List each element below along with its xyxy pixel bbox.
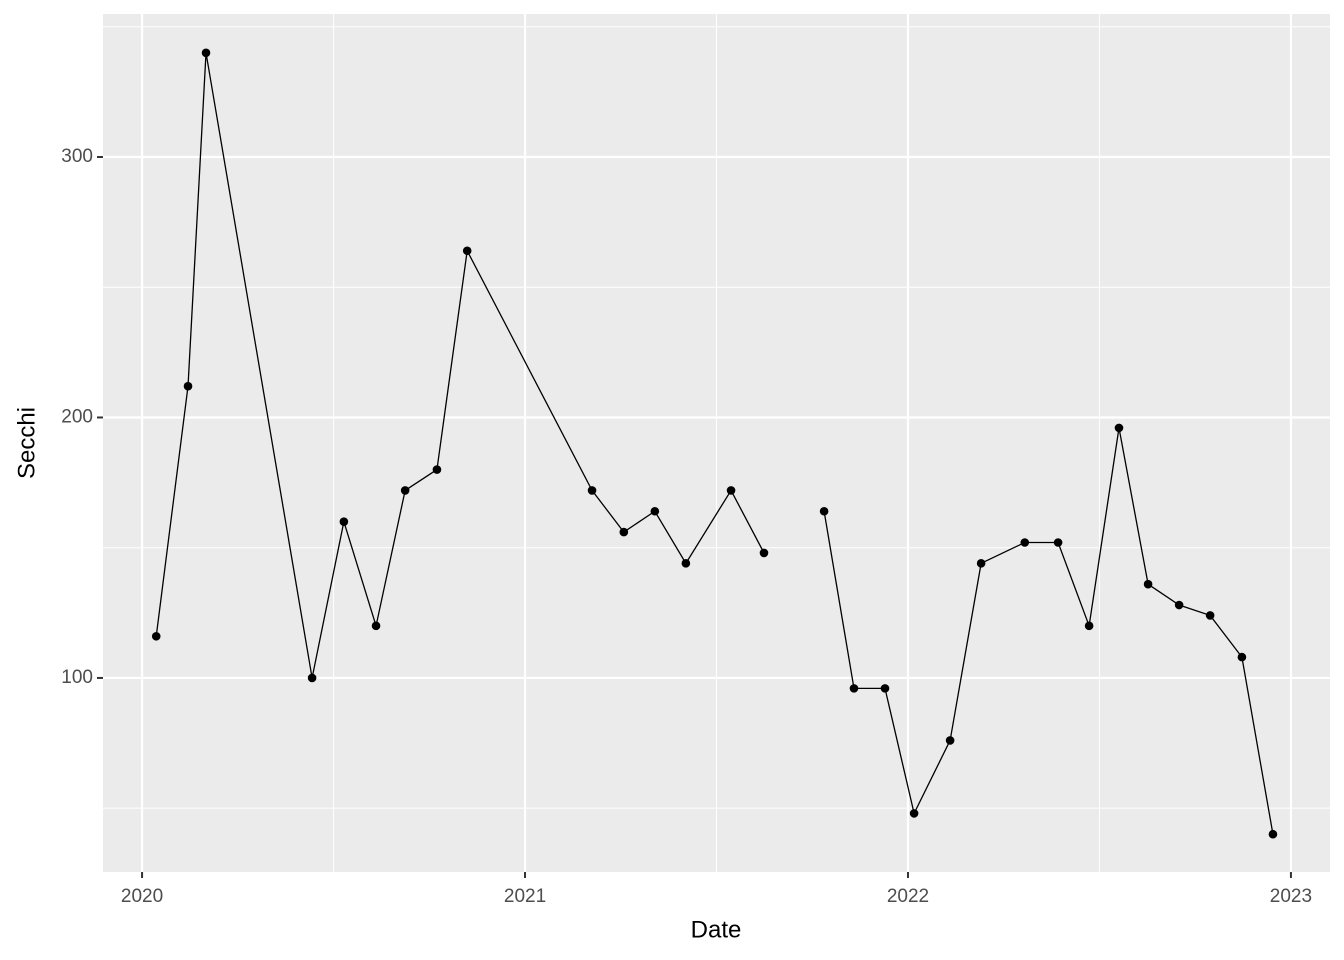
y-axis-title: Secchi [13, 407, 40, 479]
point [339, 517, 349, 526]
point [1174, 600, 1184, 610]
point [681, 559, 691, 568]
point [587, 486, 597, 495]
point [880, 684, 890, 693]
point [1143, 579, 1153, 589]
point [201, 48, 211, 58]
point [462, 246, 472, 256]
point [432, 465, 442, 474]
point [1084, 621, 1094, 631]
point [307, 673, 317, 683]
point [1114, 423, 1124, 433]
y-tick-label: 100 [61, 667, 93, 688]
x-tick-label: 2020 [121, 886, 163, 907]
point [1237, 652, 1247, 662]
x-axis-title: Date [691, 916, 742, 943]
x-tick-label: 2023 [1270, 886, 1312, 907]
point [371, 621, 381, 631]
point [945, 736, 955, 745]
point [619, 527, 629, 537]
y-tick-label: 300 [61, 146, 93, 167]
point [849, 684, 859, 693]
point [759, 548, 769, 558]
point [183, 381, 193, 391]
point [819, 506, 829, 516]
x-tick-label: 2022 [887, 886, 929, 907]
point [726, 486, 736, 495]
point [909, 809, 919, 818]
point [1205, 611, 1215, 620]
point [151, 631, 161, 641]
point [650, 506, 660, 516]
point [1020, 538, 1030, 547]
x-tick-label: 2021 [504, 886, 546, 907]
point [976, 559, 986, 568]
point [400, 486, 410, 495]
point [1268, 829, 1278, 839]
y-tick-label: 200 [61, 406, 93, 427]
point [1053, 538, 1063, 547]
